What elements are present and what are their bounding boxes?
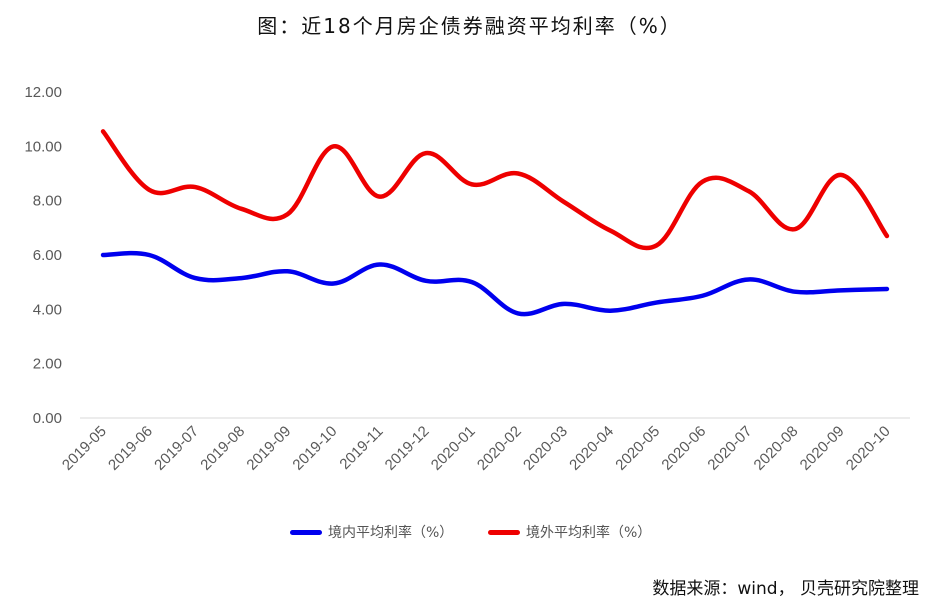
- series-lines: [100, 129, 890, 317]
- y-tick-label: 2.00: [33, 356, 62, 373]
- x-tick-label: 2019-09: [243, 423, 294, 474]
- legend: 境内平均利率（%） 境外平均利率（%）: [0, 522, 939, 546]
- y-tick-label: 6.00: [33, 247, 62, 264]
- x-tick-label: 2020-06: [658, 423, 709, 474]
- y-tick-label: 12.00: [24, 84, 62, 101]
- legend-swatch-domestic: [290, 529, 322, 535]
- legend-label-overseas: 境外平均利率（%）: [526, 525, 652, 541]
- y-tick-labels: 0.00 2.00 4.00 6.00 8.00 10.00 12.00: [24, 84, 62, 427]
- x-tick-label: 2019-10: [289, 423, 340, 474]
- x-tick-label: 2019-05: [59, 423, 110, 474]
- x-tick-label: 2019-11: [336, 423, 386, 473]
- chart-title: 图：近18个月房企债券融资平均利率（%）: [257, 14, 682, 38]
- legend-label-domestic: 境内平均利率（%）: [328, 525, 454, 541]
- x-tick-label: 2020-05: [612, 423, 663, 474]
- x-tick-label: 2019-06: [105, 423, 156, 474]
- y-tick-label: 4.00: [33, 301, 62, 318]
- x-tick-label: 2019-08: [197, 423, 248, 474]
- legend-swatch-overseas: [488, 529, 520, 535]
- x-tick-label: 2020-09: [797, 423, 848, 474]
- x-tick-label: 2019-07: [151, 423, 202, 474]
- source-note: 数据来源：wind， 贝壳研究院整理: [652, 579, 919, 599]
- y-tick-label: 10.00: [24, 138, 62, 155]
- x-tick-label: 2020-10: [843, 423, 894, 474]
- x-tick-label: 2020-01: [428, 423, 479, 474]
- series-line-overseas: [100, 129, 890, 251]
- legend-item-domestic: 境内平均利率（%）: [290, 522, 453, 542]
- x-tick-label: 2020-08: [751, 423, 802, 474]
- y-tick-label: 8.00: [33, 193, 62, 210]
- series-line-domestic: [100, 250, 890, 317]
- x-tick-label: 2020-02: [474, 423, 525, 474]
- x-tick-label: 2019-12: [382, 423, 433, 474]
- y-tick-label: 0.00: [33, 410, 62, 427]
- x-tick-label: 2020-07: [704, 423, 755, 474]
- legend-item-overseas: 境外平均利率（%）: [488, 522, 651, 542]
- x-tick-label: 2020-04: [566, 423, 617, 474]
- x-tick-labels: 2019-052019-062019-072019-082019-092019-…: [59, 423, 894, 474]
- x-tick-label: 2020-03: [520, 423, 571, 474]
